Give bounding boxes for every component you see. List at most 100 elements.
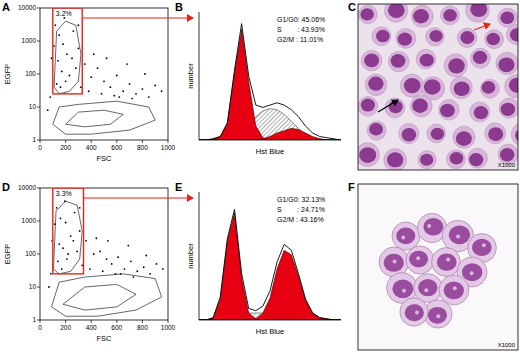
cell xyxy=(400,74,423,97)
event-dot xyxy=(130,260,132,262)
x-axis-label: Hst Blue xyxy=(256,147,284,156)
event-dot xyxy=(107,240,109,242)
nucleus xyxy=(469,153,483,166)
nucleolus xyxy=(402,289,406,293)
cell xyxy=(457,28,476,47)
nucleus xyxy=(388,4,405,18)
nucleolus xyxy=(436,314,440,318)
cell xyxy=(426,28,444,46)
event-dot xyxy=(67,253,69,255)
nucleus xyxy=(364,54,379,68)
histogram-outline xyxy=(199,24,341,140)
event-dot xyxy=(76,250,78,252)
event-dot xyxy=(74,212,76,214)
event-dot xyxy=(84,63,86,65)
event-dot xyxy=(142,88,144,90)
nucleus xyxy=(359,147,376,163)
cell xyxy=(416,49,436,69)
nucleus xyxy=(462,263,482,281)
plot-frame xyxy=(40,8,168,140)
x-tick-label: 400 xyxy=(86,324,97,331)
cell xyxy=(505,75,518,98)
event-dot xyxy=(131,98,133,100)
cell xyxy=(399,123,419,143)
cell xyxy=(480,79,499,98)
cell xyxy=(392,222,420,250)
cell xyxy=(414,274,443,303)
event-dot xyxy=(90,76,92,78)
y-tick xyxy=(37,188,40,189)
density-contour xyxy=(54,21,81,94)
event-dot xyxy=(97,67,99,69)
cell xyxy=(406,246,434,274)
event-dot xyxy=(136,270,138,272)
event-dot xyxy=(122,90,124,92)
phase-area xyxy=(199,109,341,140)
nucleus xyxy=(360,8,373,20)
panel-letter: A xyxy=(2,1,10,13)
micrograph-frame xyxy=(358,184,518,350)
cell xyxy=(367,121,386,140)
x-tick-label: 600 xyxy=(111,324,122,331)
event-dot xyxy=(66,258,68,260)
plot-data xyxy=(199,24,341,140)
cell xyxy=(440,6,459,25)
cells xyxy=(379,213,496,328)
nucleus xyxy=(456,131,472,146)
event-dot xyxy=(54,24,56,26)
y-tick xyxy=(37,140,40,141)
y-tick-label: 1000 xyxy=(22,217,37,224)
cell xyxy=(359,5,378,24)
y-axis-label: EGFP xyxy=(3,244,12,264)
nucleolus xyxy=(393,259,397,263)
nucleolus xyxy=(415,311,419,315)
panel-letter: B xyxy=(175,1,183,13)
y-tick xyxy=(37,254,40,255)
y-axis-label: number xyxy=(186,63,195,89)
density-contour xyxy=(53,201,82,274)
x-tick xyxy=(168,140,169,143)
y-tick xyxy=(37,8,40,9)
phase-area xyxy=(199,29,341,140)
event-dot xyxy=(61,268,63,270)
plot-data xyxy=(199,209,341,320)
nucleolus xyxy=(456,235,460,239)
nucleus xyxy=(437,254,457,271)
gate xyxy=(53,8,82,94)
y-tick xyxy=(37,221,40,222)
y-tick-label: 10000 xyxy=(18,184,36,191)
nucleus xyxy=(500,148,515,161)
cell xyxy=(496,52,518,74)
cell xyxy=(439,275,469,305)
nucleus xyxy=(369,123,383,136)
event-dot xyxy=(145,255,147,257)
flow-plot: 020040060080010001101001000100003.2%AFSC… xyxy=(2,1,193,163)
y-tick-label: 10000 xyxy=(18,4,36,11)
nucleus xyxy=(420,154,433,166)
x-tick xyxy=(91,320,92,323)
phase-annotation: G2/M : 43.16% xyxy=(277,216,324,223)
phase-annotation: S : 24.71% xyxy=(277,206,325,213)
event-dot xyxy=(106,57,108,59)
event-dot xyxy=(62,247,64,249)
nucleolus xyxy=(424,288,428,292)
x-tick xyxy=(168,320,169,323)
nucleus xyxy=(448,58,465,73)
figure: 020040060080010001101001000100003.2%AFSC… xyxy=(0,0,520,359)
cell xyxy=(439,100,459,120)
micrograph-bg xyxy=(358,184,518,350)
magnification: X1000 xyxy=(498,162,516,168)
event-dot xyxy=(71,57,73,59)
nucleus xyxy=(510,28,518,42)
x-axis-label: FSC xyxy=(97,154,113,163)
plot-frame xyxy=(40,188,168,320)
nucleus xyxy=(444,281,464,299)
nucleus xyxy=(443,9,457,22)
phase-area xyxy=(199,250,341,320)
x-tick-label: 800 xyxy=(137,324,148,331)
event-dot xyxy=(102,270,104,272)
gate-label: 3.2% xyxy=(56,10,72,17)
event-dot xyxy=(72,240,74,242)
micrograph-bg xyxy=(358,4,518,170)
histogram-plot: G1/G0: 45.06%S : 43.93%G2/M : 11.01%BHst… xyxy=(175,1,341,156)
